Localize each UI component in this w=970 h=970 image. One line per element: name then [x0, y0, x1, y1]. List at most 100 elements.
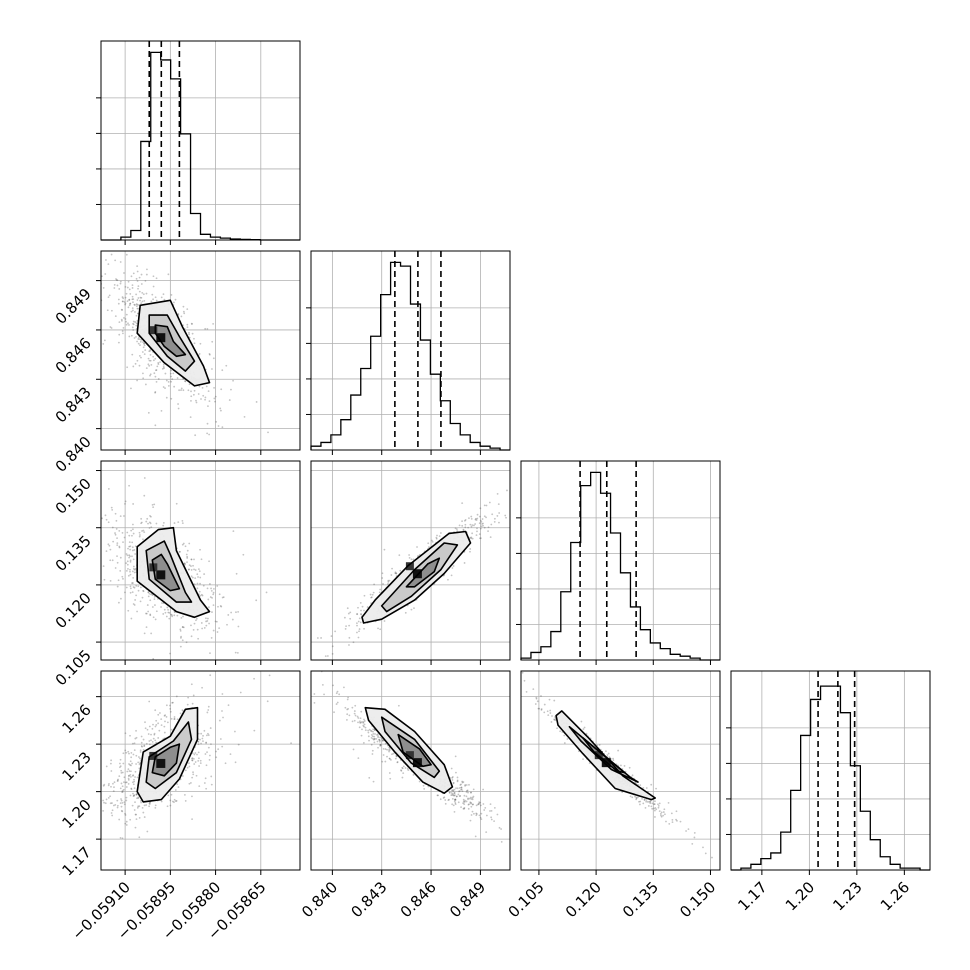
- sample-point: [201, 627, 204, 630]
- sample-point: [129, 591, 132, 594]
- sample-point: [347, 696, 349, 699]
- sample-point: [466, 789, 468, 792]
- sample-point: [148, 592, 151, 595]
- sample-point: [213, 588, 215, 590]
- sample-point: [135, 729, 137, 732]
- sample-point: [467, 803, 470, 806]
- sample-point: [117, 778, 119, 781]
- sample-point: [193, 757, 195, 760]
- sample-point: [416, 546, 418, 548]
- sample-point: [190, 782, 192, 784]
- sample-point: [128, 299, 131, 301]
- sample-point: [136, 797, 138, 800]
- sample-point: [131, 549, 134, 552]
- sample-point: [140, 521, 143, 524]
- sample-point: [395, 754, 398, 757]
- sample-point: [516, 483, 518, 485]
- sample-point: [417, 554, 419, 557]
- sample-point: [130, 529, 133, 532]
- sample-point: [665, 820, 667, 823]
- sample-point: [412, 774, 415, 776]
- sample-point: [135, 305, 138, 308]
- sample-point: [191, 576, 194, 579]
- sample-point: [468, 797, 471, 800]
- sample-point: [133, 568, 136, 571]
- sample-point: [454, 755, 457, 758]
- sample-point: [467, 526, 470, 529]
- sample-point: [198, 570, 201, 573]
- sample-point: [181, 519, 184, 522]
- sample-point: [107, 296, 110, 299]
- sample-point: [469, 819, 472, 822]
- sample-point: [192, 773, 195, 776]
- sample-point: [376, 740, 379, 743]
- sample-point: [147, 733, 150, 735]
- sample-point: [207, 598, 210, 601]
- density-peak-cell: [405, 562, 414, 571]
- sample-point: [175, 502, 178, 505]
- sample-point: [467, 798, 469, 801]
- sample-point: [490, 818, 493, 821]
- sample-point: [334, 630, 337, 633]
- sample-point: [135, 293, 138, 296]
- sample-point: [198, 385, 201, 388]
- sample-point: [119, 762, 121, 765]
- sample-point: [188, 568, 190, 571]
- sample-point: [157, 363, 160, 366]
- sample-point: [132, 322, 134, 325]
- sample-point: [150, 739, 152, 742]
- sample-point: [211, 368, 213, 370]
- sample-point: [657, 803, 659, 806]
- sample-point: [370, 737, 373, 739]
- sample-point: [137, 756, 140, 758]
- xtick-label: 1.20: [782, 878, 818, 914]
- sample-point: [185, 553, 188, 556]
- sample-point: [87, 797, 89, 799]
- sample-point: [170, 369, 173, 372]
- sample-point: [124, 285, 127, 288]
- sample-point: [470, 802, 472, 805]
- sample-point: [149, 613, 152, 616]
- sample-point: [476, 527, 478, 530]
- sample-point: [133, 549, 136, 551]
- sample-point: [612, 757, 614, 760]
- sample-point: [151, 606, 154, 608]
- sample-point: [181, 709, 184, 712]
- panel-frame: [100, 40, 301, 241]
- sample-point: [208, 353, 211, 355]
- sample-point: [313, 701, 316, 704]
- sample-point: [388, 749, 391, 751]
- sample-point: [372, 780, 375, 783]
- sample-point: [221, 426, 224, 429]
- sample-point: [453, 791, 456, 794]
- sample-point: [134, 737, 137, 740]
- sample-point: [464, 799, 467, 802]
- sample-point: [89, 247, 91, 249]
- contour-level-2: [151, 743, 181, 777]
- sample-point: [142, 589, 145, 592]
- sample-point: [462, 802, 464, 805]
- sample-point: [116, 585, 119, 588]
- sample-point: [356, 613, 359, 616]
- sample-point: [362, 721, 365, 724]
- sample-point: [553, 718, 556, 721]
- sample-point: [538, 707, 541, 710]
- sample-point: [173, 798, 176, 801]
- sample-point: [457, 793, 460, 796]
- sample-point: [657, 806, 660, 809]
- sample-point: [471, 810, 474, 813]
- sample-point: [124, 318, 127, 320]
- sample-point: [140, 283, 143, 285]
- sample-point: [196, 573, 199, 576]
- sample-point: [444, 799, 447, 801]
- sample-point: [479, 537, 482, 540]
- sample-point: [460, 806, 462, 809]
- sample-point: [146, 728, 149, 731]
- sample-point: [121, 309, 124, 311]
- sample-point: [373, 729, 376, 731]
- sample-point: [215, 756, 218, 759]
- sample-point: [123, 515, 125, 517]
- sample-point: [362, 724, 365, 727]
- sample-point: [200, 398, 202, 400]
- sample-point: [136, 610, 138, 613]
